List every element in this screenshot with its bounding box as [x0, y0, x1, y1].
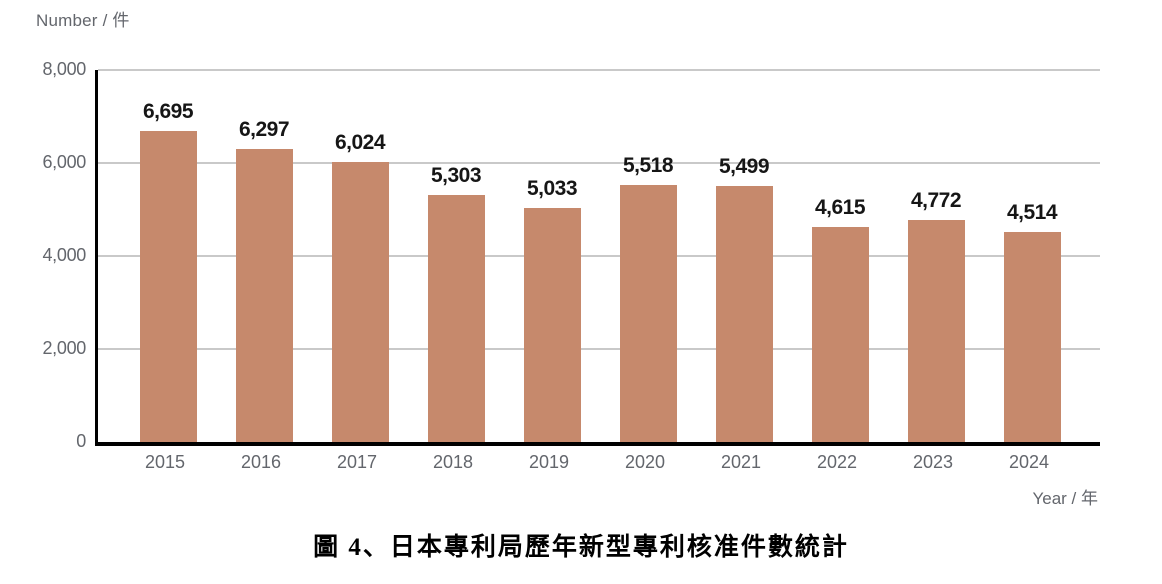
- y-tick-label-6000: 6,000: [42, 152, 86, 172]
- bar-value-2023: 4,772: [910, 189, 962, 213]
- bar-2019: [523, 207, 581, 442]
- x-tick-label-2015: 2015: [144, 452, 186, 472]
- x-tick-label-2022: 2022: [816, 452, 858, 472]
- x-tick-label-2018: 2018: [432, 452, 474, 472]
- bar-2023: [907, 220, 965, 442]
- bar-value-2022: 4,615: [814, 196, 866, 220]
- x-axis-title: Year / 年: [1032, 489, 1098, 508]
- x-tick-label-2016: 2016: [240, 452, 282, 472]
- x-axis-tick-labels: 2015 2016 2017 2018 2019 2020 2021 2022 2023 2024: [95, 452, 1100, 476]
- bar-value-2020: 5,518: [622, 154, 674, 178]
- bar-2024: [1003, 232, 1061, 442]
- bar-2020: [619, 185, 677, 442]
- bar-2022: [811, 227, 869, 442]
- bar-2018: [427, 195, 485, 442]
- bar-2017: [331, 161, 389, 442]
- bar-2021: [715, 186, 773, 442]
- x-tick-label-2023: 2023: [912, 452, 954, 472]
- x-tick-label-2020: 2020: [624, 452, 666, 472]
- y-tick-label-4000: 4,000: [42, 245, 86, 265]
- x-tick-label-2019: 2019: [528, 452, 570, 472]
- bar-value-2018: 5,303: [430, 164, 482, 188]
- gridline-4000: [98, 255, 1100, 257]
- plot-area: 6,695 6,297 6,024 5,303 5,033 5,518 5,499 4,615…: [95, 69, 1100, 446]
- gridline-8000: [98, 69, 1100, 71]
- bar-value-2024: 4,514: [1006, 201, 1058, 225]
- gridline-6000: [98, 162, 1100, 164]
- y-tick-label-8000: 8,000: [42, 59, 86, 79]
- x-tick-label-2017: 2017: [336, 452, 378, 472]
- bar-value-2021: 5,499: [718, 155, 770, 179]
- bar-2015: [139, 130, 197, 442]
- y-tick-label-2000: 2,000: [42, 338, 86, 358]
- bar-2016: [235, 149, 293, 442]
- bar-value-2019: 5,033: [526, 176, 578, 200]
- x-tick-label-2021: 2021: [720, 452, 762, 472]
- y-axis-tick-labels: 0 2,000 4,000 6,000 8,000: [0, 59, 86, 451]
- y-axis-title: Number / 件: [36, 11, 130, 30]
- gridline-2000: [98, 348, 1100, 350]
- figure-caption: 圖 4、日本專利局歷年新型專利核准件數統計: [313, 534, 849, 561]
- y-tick-label-0: 0: [76, 431, 86, 451]
- x-tick-label-2024: 2024: [1008, 452, 1050, 472]
- bar-value-2016: 6,297: [238, 118, 290, 142]
- bar-value-2017: 6,024: [334, 130, 386, 154]
- bar-value-2015: 6,695: [142, 99, 194, 123]
